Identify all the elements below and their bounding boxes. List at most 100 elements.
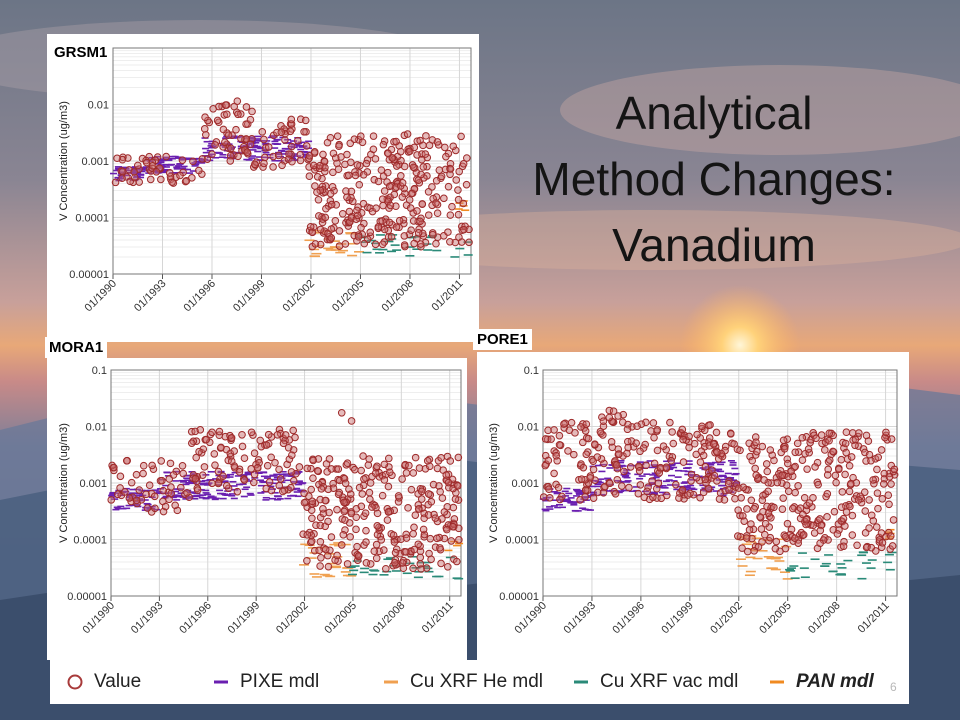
data-point (417, 242, 425, 251)
data-point (427, 555, 435, 564)
data-point (227, 144, 235, 153)
data-point (370, 175, 379, 184)
data-point (437, 559, 445, 568)
data-point (577, 475, 586, 483)
data-point (784, 487, 793, 496)
data-point (178, 462, 187, 470)
data-point (385, 182, 394, 191)
data-point (413, 151, 421, 159)
x-tick-label: 01/1993 (132, 278, 169, 315)
data-point (369, 132, 378, 140)
data-point (419, 163, 428, 171)
data-point (333, 551, 341, 560)
data-point (287, 468, 296, 476)
legend-item-pan-mdl: PAN mdl (766, 660, 874, 704)
data-point (223, 110, 231, 119)
data-point (620, 467, 628, 476)
data-point (420, 533, 428, 541)
data-point (625, 483, 633, 492)
data-point (287, 483, 295, 492)
y-tick-label: 0.001 (81, 156, 109, 168)
data-point (215, 427, 224, 436)
data-point (699, 488, 708, 497)
data-point (678, 486, 687, 494)
data-point (814, 480, 822, 489)
data-point (867, 456, 875, 465)
data-point (555, 431, 564, 440)
data-point (834, 465, 843, 474)
data-point (271, 458, 279, 467)
data-point (321, 545, 330, 554)
data-point (459, 160, 468, 168)
data-point (650, 459, 659, 468)
data-point (427, 497, 436, 506)
data-point (668, 428, 676, 436)
data-point (424, 211, 433, 219)
data-point (300, 489, 308, 498)
data-point (454, 195, 463, 204)
data-point (329, 168, 337, 177)
data-point (772, 537, 781, 546)
data-point (242, 120, 250, 128)
data-point (148, 161, 157, 170)
data-point (727, 430, 735, 438)
data-point (200, 463, 209, 471)
y-tick-label: 0.1 (92, 365, 107, 377)
legend-label: Cu XRF vac mdl (600, 671, 739, 692)
data-point (457, 238, 466, 246)
data-point (291, 433, 299, 442)
data-point (433, 534, 441, 543)
data-point (307, 537, 316, 546)
data-point (326, 189, 335, 198)
data-point (383, 168, 392, 177)
data-point (362, 526, 370, 535)
y-tick-label: 0.01 (86, 422, 107, 434)
data-point (253, 463, 262, 472)
y-tick-label: 0.00001 (69, 269, 109, 281)
data-point (191, 474, 200, 483)
data-point (783, 519, 792, 528)
data-point (581, 427, 590, 435)
legend-item-pixe-mdl: PIXE mdl (210, 660, 319, 704)
data-point (334, 490, 343, 499)
data-point (853, 541, 861, 550)
x-tick-label: 01/1990 (513, 600, 550, 637)
data-point (798, 433, 807, 442)
data-point (865, 524, 873, 532)
data-point (372, 204, 380, 213)
data-point (317, 485, 326, 493)
data-point (803, 465, 811, 473)
x-tick-label: 01/2002 (280, 278, 317, 315)
x-tick-label: 01/1996 (610, 600, 647, 637)
data-point (816, 539, 824, 548)
data-point (444, 182, 453, 191)
data-point (804, 445, 813, 453)
data-point (417, 495, 426, 503)
data-point (734, 506, 742, 514)
data-point (416, 553, 425, 562)
data-point (446, 170, 454, 179)
data-point (377, 536, 386, 544)
data-point (453, 482, 462, 490)
data-point (693, 430, 701, 439)
data-point (379, 140, 388, 149)
data-point (605, 413, 614, 422)
data-point (648, 477, 656, 485)
data-point (829, 447, 837, 456)
data-point (375, 526, 384, 534)
data-point (118, 174, 126, 182)
data-point (200, 125, 209, 133)
series-value (539, 406, 899, 556)
data-point (386, 468, 394, 477)
data-point (411, 511, 420, 519)
y-axis-label: V Concentration (ug/m3) (58, 423, 70, 543)
y-tick-label: 0.001 (511, 478, 539, 490)
data-point (845, 487, 854, 496)
data-point (208, 479, 216, 488)
data-point (798, 456, 807, 464)
data-point (867, 511, 876, 520)
data-point (158, 476, 166, 485)
data-point (830, 507, 839, 516)
data-point (413, 207, 421, 215)
data-point (371, 240, 380, 249)
